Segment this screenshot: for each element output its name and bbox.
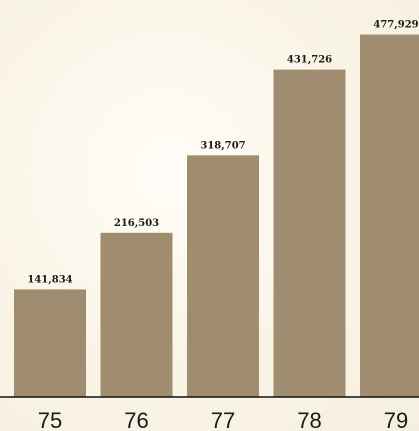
- bar-75: [14, 289, 86, 397]
- bar-78: [273, 69, 346, 397]
- bar-76: [100, 232, 173, 397]
- x-tick-label-75: 75: [38, 408, 62, 431]
- bars-group: [14, 34, 419, 398]
- x-tick-label-77: 77: [211, 408, 235, 431]
- data-label-79: 477,929: [373, 20, 418, 31]
- data-label-77: 318,707: [200, 140, 245, 151]
- data-label-76: 216,503: [114, 218, 159, 229]
- data-labels-group: 141,834 216,503 318,707 431,726 477,929: [27, 20, 418, 286]
- bar-79: [360, 34, 419, 398]
- x-tick-label-79: 79: [384, 408, 408, 431]
- bar-77: [187, 155, 259, 397]
- data-label-75: 141,834: [27, 274, 72, 285]
- x-tick-label-76: 76: [124, 408, 148, 431]
- data-label-78: 431,726: [287, 55, 332, 66]
- x-tick-label-78: 78: [297, 408, 321, 431]
- x-tick-labels-group: 75 76 77 78 79: [38, 408, 408, 431]
